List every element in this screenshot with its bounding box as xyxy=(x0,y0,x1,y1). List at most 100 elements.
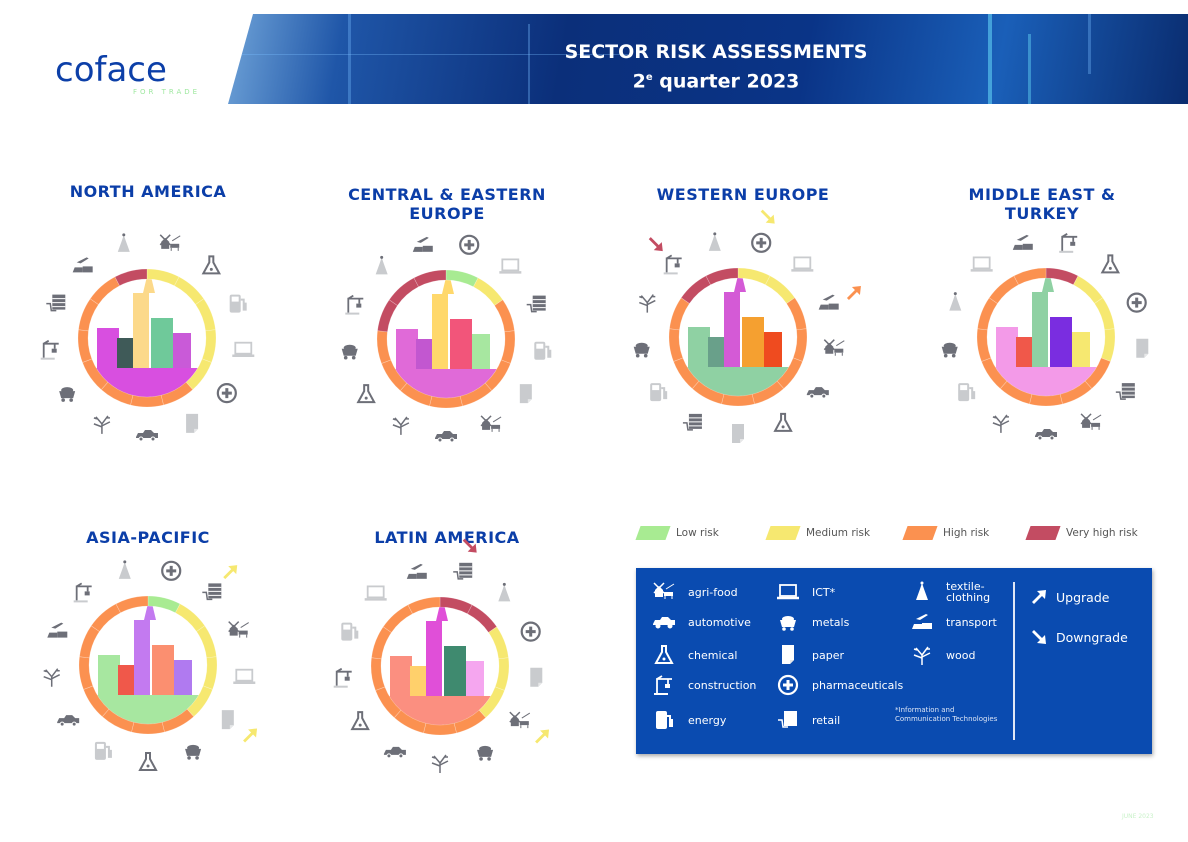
auto-sector-icon xyxy=(806,387,829,399)
chem-sector-icon xyxy=(138,752,158,771)
ring-segment-paper-high xyxy=(160,381,194,406)
metals-sector-icon xyxy=(633,342,650,358)
pharma-sector-icon xyxy=(161,560,182,581)
ring-segment-auto-high xyxy=(429,395,463,409)
wood-sector-icon xyxy=(93,415,111,434)
legend-label-metals: metals xyxy=(812,615,850,629)
paper-sector-icon xyxy=(221,710,234,730)
ring-segment-transport-high xyxy=(1013,267,1047,286)
ring-segment-agri-high xyxy=(459,382,493,407)
metals-sector-icon xyxy=(341,344,358,360)
ict-sector-icon xyxy=(233,668,256,684)
pharma-sector-icon xyxy=(751,232,772,253)
ring-segment-chem-high xyxy=(381,359,408,392)
ring-segment-paper-medium xyxy=(1100,328,1116,362)
ring-segment-paper-high xyxy=(484,359,511,392)
upgrade-arrow-icon xyxy=(535,729,550,744)
skyline-spire xyxy=(143,279,155,293)
ict-sector-icon xyxy=(791,256,814,272)
ring-segment-chem-medium xyxy=(174,276,205,305)
ring-segment-wood-high xyxy=(78,656,94,690)
chem-sector-icon xyxy=(356,384,376,404)
downgrade-legend: Downgrade xyxy=(1030,628,1128,646)
logo-tagline: FOR TRADE xyxy=(133,88,201,96)
wood-sector-icon xyxy=(639,294,656,313)
energy-sector-icon xyxy=(341,622,359,641)
metals-sector-icon xyxy=(185,744,202,760)
ring-segment-energy-high xyxy=(101,708,135,733)
ring-segment-auto-high xyxy=(1029,393,1063,407)
ring-segment-chem-high xyxy=(131,721,165,735)
ring-segment-auto-high xyxy=(393,709,427,734)
ring-segment-metals-high xyxy=(453,709,487,734)
agri-sector-icon xyxy=(1080,413,1102,430)
legend-label-paper: paper xyxy=(812,648,844,662)
wood-sector-icon xyxy=(992,414,1010,433)
logo-wordmark: coface xyxy=(55,50,167,90)
legend-item-auto: automotive xyxy=(650,610,751,634)
ring-segment-ict-medium xyxy=(202,656,218,690)
legend-item-wood: wood xyxy=(908,643,975,667)
title-line-1: SECTOR RISK ASSESSMENTS xyxy=(564,41,868,63)
ring-segment-agri-medium xyxy=(478,686,505,719)
very-high-risk-label: Very high risk xyxy=(1066,527,1138,539)
legend-item-agri: agri-food xyxy=(650,580,738,604)
constr-sector-icon xyxy=(663,254,682,275)
risk-wheel-north-america xyxy=(40,233,255,442)
ict-icon xyxy=(777,584,799,600)
ring-segment-transport-high xyxy=(79,625,100,659)
ict-sector-icon xyxy=(970,256,993,272)
ring-segment-chem-medium xyxy=(1073,275,1104,304)
ring-segment-retail-high xyxy=(78,298,99,332)
auto-sector-icon xyxy=(1035,429,1057,441)
ring-segment-constr-high xyxy=(370,657,386,691)
very-high-risk-swatch xyxy=(1025,526,1061,540)
ict-footnote: *Information and Communication Technolog… xyxy=(895,706,998,723)
header-banner xyxy=(228,14,1188,104)
energy-sector-icon xyxy=(229,294,247,313)
legend-label-ict: ICT* xyxy=(812,585,836,599)
legend-label-energy: energy xyxy=(688,713,727,727)
ring-segment-pharma-medium xyxy=(488,626,509,660)
legend-label-pharma: pharmaceuticals xyxy=(812,678,904,692)
upgrade-arrow-icon xyxy=(1032,590,1046,604)
textile-sector-icon xyxy=(117,233,130,252)
high-risk-swatch xyxy=(902,526,938,540)
chem-icon xyxy=(654,645,674,664)
downgrade-arrow-icon xyxy=(760,209,775,224)
transport-sector-icon xyxy=(406,563,427,579)
ring-segment-metals-high xyxy=(668,328,684,362)
ring-segment-metals-high xyxy=(376,330,392,364)
energy-sector-icon xyxy=(534,341,552,360)
ring-segment-ict-medium xyxy=(201,329,217,363)
pharma-sector-icon xyxy=(459,234,480,255)
upgrade-legend: Upgrade xyxy=(1030,588,1109,606)
ring-segment-paper-medium xyxy=(186,685,213,718)
ring-segment-energy-medium xyxy=(195,298,216,332)
ring-segment-constr-high xyxy=(77,329,93,363)
low-risk-swatch xyxy=(635,526,671,540)
ring-segment-agri-high xyxy=(792,328,808,362)
ring-segment-pharma-medium xyxy=(1094,297,1115,331)
ring-segment-energy-high xyxy=(371,626,392,660)
ict-sector-icon xyxy=(364,585,387,601)
ring-segment-retail-medium xyxy=(175,603,206,632)
pharma-sector-icon xyxy=(520,621,541,642)
risk-wheel-western-europe xyxy=(633,209,861,443)
pharma-sector-icon xyxy=(216,383,237,404)
legend-divider xyxy=(1013,582,1015,740)
paper-sector-icon xyxy=(530,667,543,687)
low-risk-label: Low risk xyxy=(676,527,719,539)
retail-sector-icon xyxy=(46,294,66,312)
skyline-spire xyxy=(734,278,746,292)
ring-segment-transport-high xyxy=(89,276,120,305)
auto-sector-icon xyxy=(435,431,457,443)
downgrade-arrow-icon xyxy=(462,538,477,553)
skyline-spire xyxy=(442,280,454,294)
upgrade-label: Upgrade xyxy=(1056,589,1110,605)
retail-sector-icon xyxy=(682,413,702,431)
ring-segment-wood-high xyxy=(100,381,134,406)
constr-icon xyxy=(654,675,672,695)
chem-sector-icon xyxy=(1100,254,1121,274)
